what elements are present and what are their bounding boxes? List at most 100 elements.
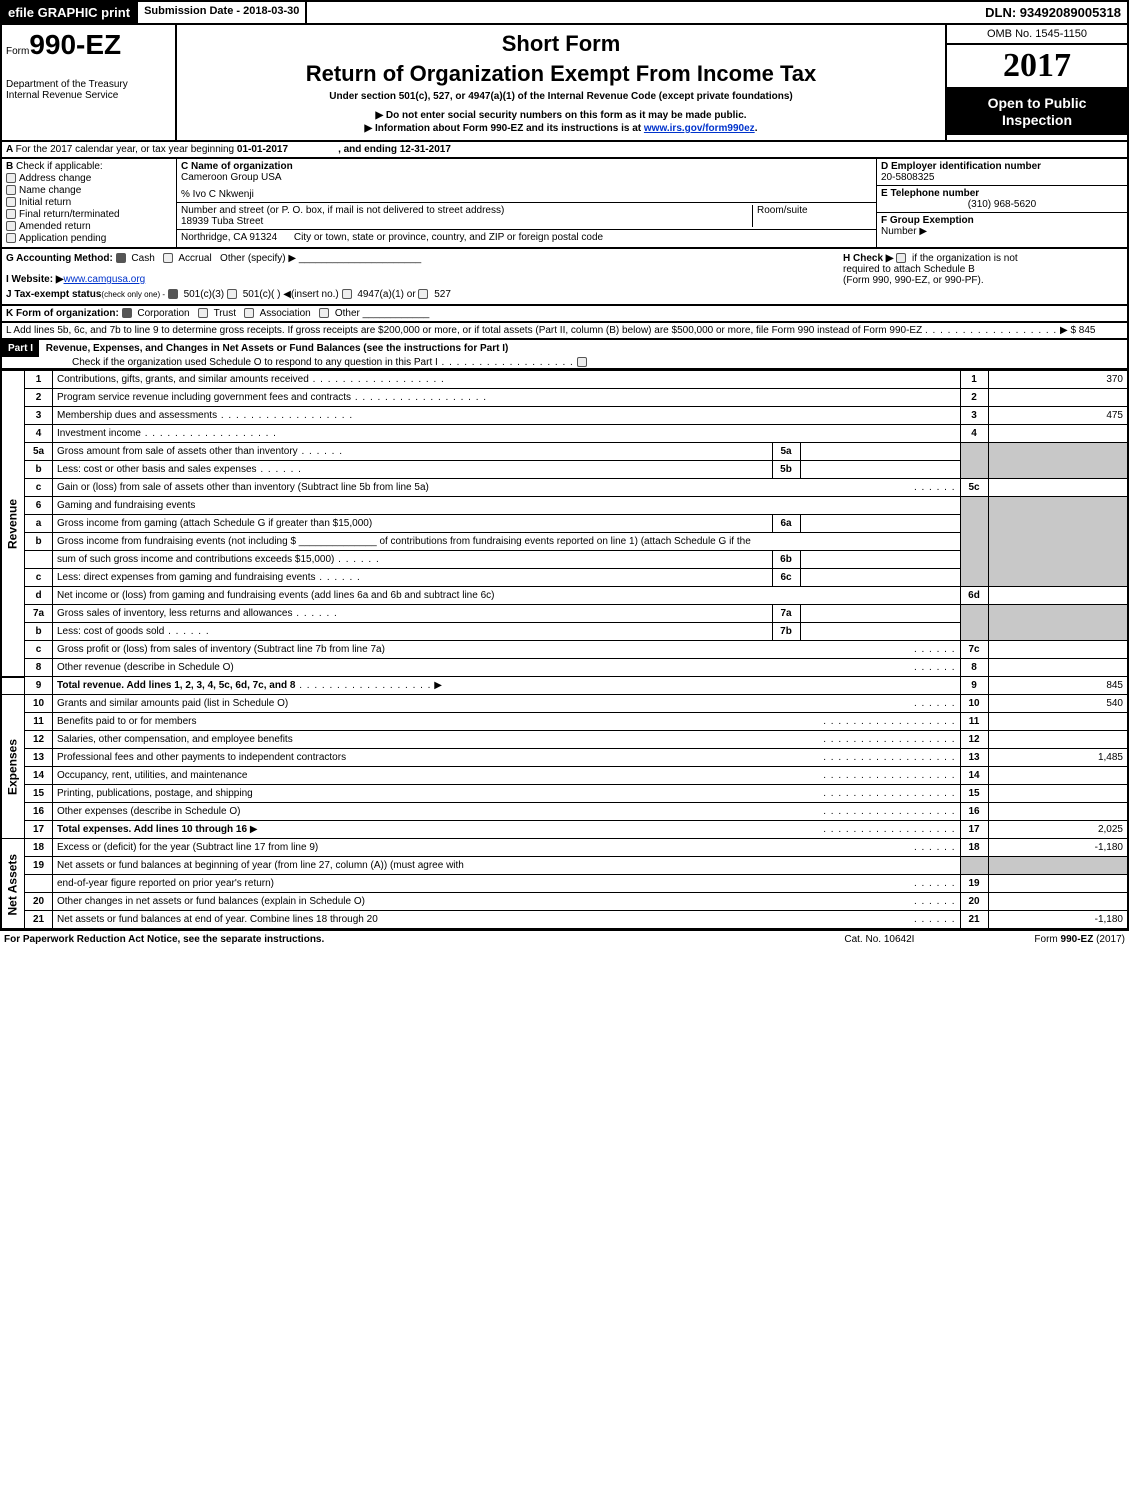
checkbox-pending[interactable]	[6, 233, 16, 243]
line-k: K Form of organization: Corporation Trus…	[0, 306, 1129, 323]
line-a: A For the 2017 calendar year, or tax yea…	[0, 142, 1129, 159]
header-mid: Short Form Return of Organization Exempt…	[177, 25, 947, 140]
checkbox-accrual[interactable]	[163, 253, 173, 263]
line-6a-value	[800, 515, 960, 533]
line-1-value: 370	[988, 371, 1128, 389]
form-prefix: Form	[6, 46, 29, 57]
line-9-value: 845	[988, 677, 1128, 695]
short-form-title: Short Form	[183, 31, 939, 57]
line-13-value: 1,485	[988, 749, 1128, 767]
notice-info: ▶ Information about Form 990-EZ and its …	[183, 123, 939, 134]
checkbox-527[interactable]	[418, 289, 428, 299]
form-number: 990-EZ	[29, 29, 121, 60]
line-a-mid: , and ending	[338, 144, 400, 155]
notice-ssn: ▶ Do not enter social security numbers o…	[183, 110, 939, 121]
line-8-value	[988, 659, 1128, 677]
line-17-value: 2,025	[988, 821, 1128, 839]
line-6d-value	[988, 587, 1128, 605]
box-b-label: Check if applicable:	[16, 161, 103, 172]
line-18-value: -1,180	[988, 839, 1128, 857]
checkbox-trust[interactable]	[198, 308, 208, 318]
street: 18939 Tuba Street	[181, 216, 752, 227]
org-name: Cameroon Group USA	[181, 172, 872, 183]
box-f-label2: Number ▶	[881, 226, 927, 237]
g-label: G Accounting Method:	[6, 253, 113, 264]
care-of: % Ivo C Nkwenji	[181, 189, 872, 200]
netassets-section-label: Net Assets	[1, 839, 25, 930]
dept-irs: Internal Revenue Service	[6, 90, 171, 101]
form-header: Form990-EZ Department of the Treasury In…	[0, 25, 1129, 142]
page-footer: For Paperwork Reduction Act Notice, see …	[0, 930, 1129, 948]
j-label: J Tax-exempt status	[6, 289, 101, 300]
line-6c-value	[800, 569, 960, 587]
open-public-2: Inspection	[949, 112, 1125, 129]
line-21-value: -1,180	[988, 911, 1128, 930]
checkbox-address[interactable]	[6, 173, 16, 183]
website-link[interactable]: www.camgusa.org	[64, 274, 146, 285]
box-b: B Check if applicable: Address change Na…	[2, 159, 177, 247]
line-6b-value	[800, 551, 960, 569]
checkbox-sched-b[interactable]	[896, 253, 906, 263]
line-7a-value	[800, 605, 960, 623]
checkbox-final[interactable]	[6, 209, 16, 219]
checkbox-corp[interactable]	[122, 308, 132, 318]
part1-check: Check if the organization used Schedule …	[2, 357, 438, 368]
open-public-1: Open to Public	[949, 95, 1125, 112]
part1-table: Revenue 1 Contributions, gifts, grants, …	[0, 370, 1129, 930]
checkbox-amended[interactable]	[6, 221, 16, 231]
tax-year: 2017	[947, 45, 1127, 89]
checkbox-initial[interactable]	[6, 197, 16, 207]
omb-number: OMB No. 1545-1150	[947, 25, 1127, 45]
main-title: Return of Organization Exempt From Incom…	[183, 61, 939, 87]
city: Northridge, CA 91324	[181, 232, 277, 243]
box-c: C Name of organization Cameroon Group US…	[177, 159, 877, 247]
line-a-begin: 01-01-2017	[237, 144, 288, 155]
line-20-value	[988, 893, 1128, 911]
line-15-value	[988, 785, 1128, 803]
header-left: Form990-EZ Department of the Treasury In…	[2, 25, 177, 140]
expenses-section-label: Expenses	[1, 695, 25, 839]
checkbox-name[interactable]	[6, 185, 16, 195]
line-5c-value	[988, 479, 1128, 497]
line-7b-value	[800, 623, 960, 641]
dept-treasury: Department of the Treasury	[6, 79, 171, 90]
line-3-value: 475	[988, 407, 1128, 425]
line-5b-value	[800, 461, 960, 479]
line-4-value	[988, 425, 1128, 443]
line-16-value	[988, 803, 1128, 821]
addr-label: Number and street (or P. O. box, if mail…	[181, 205, 752, 216]
line-10-value: 540	[988, 695, 1128, 713]
ein: 20-5808325	[881, 172, 1123, 183]
checkbox-501c3[interactable]	[168, 289, 178, 299]
line-l: L Add lines 5b, 6c, and 7b to line 9 to …	[0, 323, 1129, 340]
efile-label: efile GRAPHIC print	[2, 2, 138, 23]
line-5a-value	[800, 443, 960, 461]
city-label: City or town, state or province, country…	[294, 232, 603, 243]
line-a-end: 12-31-2017	[400, 144, 451, 155]
checkbox-other-org[interactable]	[319, 308, 329, 318]
row-gh: G Accounting Method: Cash Accrual Other …	[0, 249, 1129, 306]
checkbox-assoc[interactable]	[244, 308, 254, 318]
dln: DLN: 93492089005318	[979, 2, 1127, 23]
line-19-value	[988, 875, 1128, 893]
sub-title: Under section 501(c), 527, or 4947(a)(1)…	[183, 91, 939, 102]
checkbox-cash[interactable]	[116, 253, 126, 263]
i-label: I Website: ▶	[6, 274, 64, 285]
org-info-section: B Check if applicable: Address change Na…	[0, 159, 1129, 249]
footer-right: Form 990-EZ (2017)	[1034, 934, 1125, 945]
part1-header: Part I Revenue, Expenses, and Changes in…	[0, 340, 1129, 370]
box-d-label: D Employer identification number	[881, 161, 1123, 172]
notice-info-post: .	[755, 123, 758, 134]
notice-info-pre: ▶ Information about Form 990-EZ and its …	[365, 123, 644, 134]
line-h: H Check ▶ if the organization is not req…	[843, 253, 1123, 300]
checkbox-4947[interactable]	[342, 289, 352, 299]
header-right: OMB No. 1545-1150 2017 Open to Public In…	[947, 25, 1127, 140]
box-e-label: E Telephone number	[881, 188, 1123, 199]
instructions-link[interactable]: www.irs.gov/form990ez	[644, 123, 755, 134]
box-c-name-label: C Name of organization	[181, 161, 872, 172]
checkbox-501c[interactable]	[227, 289, 237, 299]
line-14-value	[988, 767, 1128, 785]
checkbox-sched-o[interactable]	[577, 357, 587, 367]
revenue-section-label: Revenue	[1, 371, 25, 677]
submission-date: Submission Date - 2018-03-30	[138, 2, 307, 23]
